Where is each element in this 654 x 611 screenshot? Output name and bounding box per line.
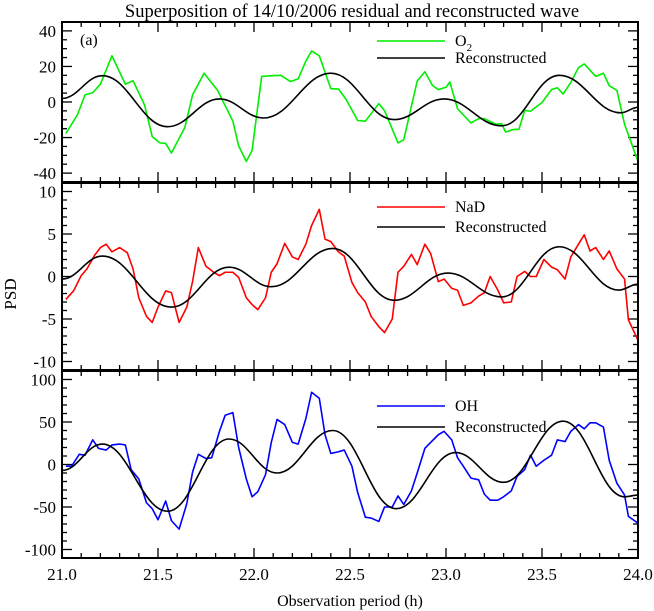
y-tick-label: 0 xyxy=(48,93,57,112)
x-tick-label: 22.0 xyxy=(239,565,269,584)
legend-label-reconstructed: Reconstructed xyxy=(455,50,547,67)
y-tick-label: 5 xyxy=(48,225,57,244)
y-tick-label: -50 xyxy=(33,498,56,517)
y-tick-label: -40 xyxy=(33,164,56,183)
legend-subscript: 2 xyxy=(467,42,473,54)
y-tick-label: 100 xyxy=(31,371,57,390)
chart-title: Superposition of 14/10/2006 residual and… xyxy=(125,2,579,22)
legend-label-reconstructed: Reconstructed xyxy=(455,219,547,236)
x-tick-label: 24.0 xyxy=(623,565,653,584)
panel-3: 100 50 0 -50 -100 21.0 21.5 22.0 22.5 23.0 23.5 24.… xyxy=(25,370,653,584)
legend-label-reconstructed: Reconstructed xyxy=(455,419,547,436)
x-tick-label: 21.0 xyxy=(47,565,77,584)
y-tick-label: 50 xyxy=(39,413,56,432)
x-tick-label: 21.5 xyxy=(143,565,173,584)
panels: 40200-20-40O2Reconstructed(a)1050-5-10Na… xyxy=(25,21,653,584)
y-tick-label: -100 xyxy=(25,541,56,560)
y-tick-label: -10 xyxy=(33,353,56,372)
y-tick-label: 0 xyxy=(48,268,57,287)
y-tick-label: 40 xyxy=(39,22,56,41)
series-line-reconstructed xyxy=(61,245,639,308)
panel-tag: (a) xyxy=(80,32,98,49)
series-line-o2 xyxy=(65,50,639,163)
panel-frame xyxy=(61,370,639,559)
x-tick-label: 23.5 xyxy=(527,565,557,584)
series-line-nad xyxy=(65,208,639,341)
panel-2: 10 5 0 -5 -10 NaD Reconstructed xyxy=(33,182,639,372)
panel-frame xyxy=(61,21,639,183)
x-tick-label: 23.0 xyxy=(431,565,461,584)
y-tick-label: -5 xyxy=(42,310,56,329)
y-tick-label: 20 xyxy=(39,57,56,76)
y-tick-label: 10 xyxy=(39,183,56,202)
series-line-oh xyxy=(65,391,639,530)
series-line-reconstructed xyxy=(61,72,639,128)
x-axis-label: Observation period (h) xyxy=(277,593,423,610)
legend-label-nad: NaD xyxy=(455,199,485,216)
legend-label-oh: OH xyxy=(455,398,479,415)
x-tick-label: 22.5 xyxy=(335,565,365,584)
y-tick-label: -20 xyxy=(33,129,56,148)
y-axis-label: PSD xyxy=(1,278,20,309)
series-line-reconstructed xyxy=(61,420,639,513)
y-tick-label: 0 xyxy=(48,456,57,475)
